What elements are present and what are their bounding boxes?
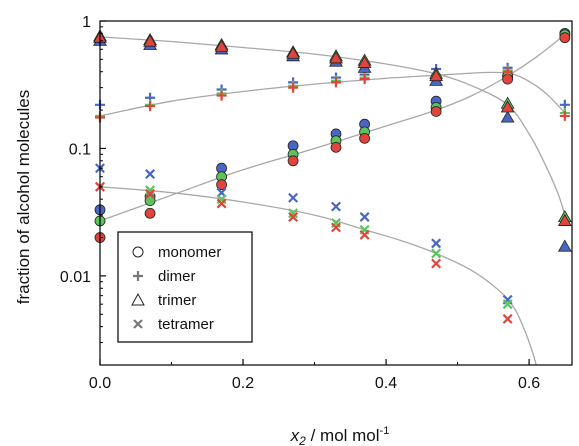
x-axis-unit: / mol mol [306, 426, 380, 445]
dimer-red-point [502, 66, 513, 77]
monomer-red-point [559, 32, 571, 44]
legend-marker [133, 319, 143, 329]
trimer-red-point [329, 51, 343, 64]
tetramer-blue-point [145, 169, 156, 180]
tetramer-green-point [145, 185, 156, 196]
plot-frame [99, 20, 573, 366]
trimer-red-point [500, 100, 515, 113]
dimer-red-point [145, 101, 156, 112]
x-tick-label: 0.0 [89, 375, 111, 392]
fit-curve-trimer [99, 36, 566, 216]
legend-label: dimer [158, 268, 196, 285]
tetramer-blue-point [288, 192, 299, 203]
monomer-red-point [359, 132, 371, 144]
legend-marker [133, 271, 143, 281]
x-tick-label: 0.2 [232, 375, 254, 392]
dimer-red-point [288, 82, 299, 93]
dimer-red-point [216, 90, 227, 101]
trimer-blue-point [500, 110, 515, 123]
y-axis-title: fraction of alcohol molecules [14, 90, 33, 305]
monomer-red-point [216, 179, 227, 191]
monomer-red-point [144, 207, 156, 219]
trimer-red-point [214, 39, 229, 52]
dimer-red-point [331, 77, 341, 88]
legend-label: trimer [158, 292, 196, 309]
tetramer-red-point [502, 313, 513, 324]
y-tick-label: 1 [82, 14, 91, 31]
tetramer-green-point [431, 248, 442, 259]
trimer-red-point [357, 55, 372, 68]
dimer-red-point [559, 110, 570, 121]
data-markers [93, 27, 572, 324]
legend-item-monomer: monomer [132, 244, 221, 261]
legend-label: tetramer [158, 316, 214, 333]
x-axis-subscript: 2 [298, 434, 306, 446]
monomer-red-point [287, 155, 299, 167]
tetramer-blue-point [431, 238, 442, 249]
monomer-green-point [144, 195, 156, 206]
legend: monomer dimer trimer tetramer [117, 231, 253, 343]
tetramer-blue-point [331, 201, 341, 212]
monomer-red-point [430, 106, 442, 117]
x-axis-title: x2 / mol mol-1 [290, 425, 390, 446]
legend-item-trimer: trimer [131, 292, 196, 309]
legend-item-dimer: dimer [133, 268, 196, 285]
dimer-red-point [359, 74, 370, 85]
x-ticks: 0.0 0.2 0.4 0.6 [89, 359, 540, 392]
legend-items: monomer dimer trimer tetramer [131, 244, 221, 333]
monomer-red-point [330, 141, 342, 153]
x-axis-symbol: x [290, 426, 300, 445]
y-tick-label: 0.01 [60, 269, 91, 286]
y-ticks: 1 0.1 0.01 [60, 14, 106, 366]
x-axis-superscript: -1 [380, 425, 390, 437]
fit-curve-dimer [99, 71, 566, 117]
tetramer-red-point [145, 188, 156, 199]
tetramer-green-point [502, 299, 513, 310]
tetramer-red-point [359, 229, 370, 240]
trimer-blue-point [557, 239, 572, 252]
legend-item-tetramer: tetramer [133, 316, 214, 333]
trimer-red-point [143, 34, 157, 47]
legend-marker [132, 246, 144, 258]
x-tick-label: 0.4 [375, 375, 397, 392]
tetramer-red-point [331, 222, 341, 233]
tetramer-red-point [216, 198, 227, 209]
tetramer-blue-point [359, 211, 370, 222]
fit-curves [99, 34, 566, 366]
tetramer-red-point [288, 211, 299, 222]
y-tick-label: 0.1 [69, 141, 91, 158]
trimer-red-point [557, 213, 572, 226]
fit-curve-monomer [99, 34, 566, 222]
tetramer-green-point [288, 208, 299, 219]
legend-marker [131, 292, 145, 306]
axes [99, 20, 573, 366]
tetramer-red-point [431, 258, 442, 269]
trimer-red-point [286, 46, 300, 59]
legend-label: monomer [158, 244, 221, 261]
trimer-red-point [429, 69, 444, 82]
x-tick-label: 0.6 [518, 375, 540, 392]
